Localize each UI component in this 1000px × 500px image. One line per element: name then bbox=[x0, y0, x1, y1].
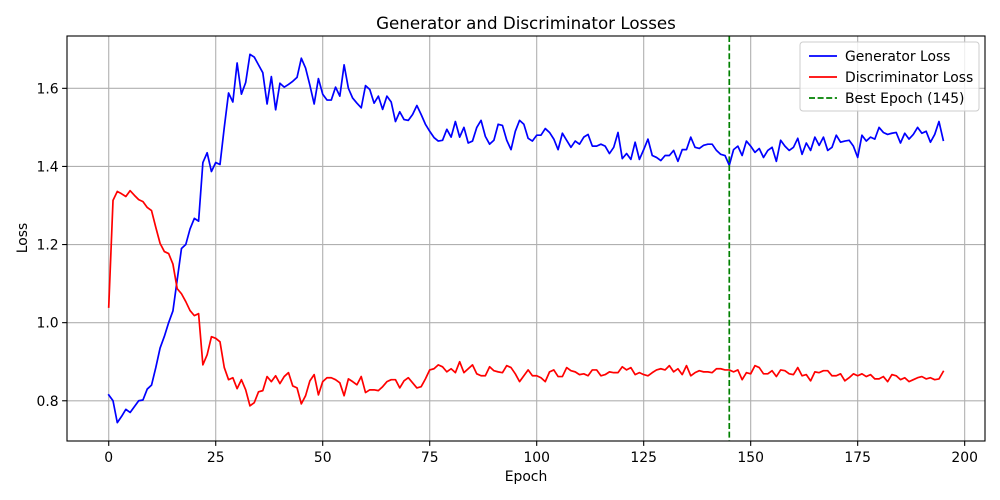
tick-layer: 0 25 50 75 100 125 150 175 200 0.8 1.0 1.2 1.4 1.6 bbox=[37, 81, 978, 466]
x-tick-label: 125 bbox=[630, 450, 657, 466]
y-tick-label: 1.6 bbox=[37, 81, 59, 97]
legend-frame bbox=[799, 41, 980, 112]
x-tick-label: 0 bbox=[104, 450, 113, 466]
legend-item-best-epoch: Best Epoch (145) bbox=[809, 91, 964, 107]
y-tick-label: 1.2 bbox=[37, 238, 59, 254]
generator-loss-line bbox=[107, 53, 945, 424]
x-tick-label: 50 bbox=[314, 450, 332, 466]
series-layer bbox=[107, 53, 945, 424]
x-tick-label: 175 bbox=[844, 450, 871, 466]
legend-label-generator-loss: Generator Loss bbox=[845, 49, 950, 65]
legend-item-discriminator-loss: Discriminator Loss bbox=[809, 70, 973, 86]
x-tick-label: 100 bbox=[523, 450, 550, 466]
x-axis-label: Epoch bbox=[505, 469, 548, 485]
y-axis-label: Loss bbox=[15, 223, 31, 253]
y-tick-label: 0.8 bbox=[37, 394, 59, 410]
chart-title: Generator and Discriminator Losses bbox=[376, 13, 676, 33]
axes-frame bbox=[66, 35, 986, 442]
legend-item-generator-loss: Generator Loss bbox=[809, 49, 950, 65]
x-tick-label: 75 bbox=[421, 450, 439, 466]
legend-label-best-epoch: Best Epoch (145) bbox=[845, 91, 964, 107]
discriminator-loss-line bbox=[107, 189, 945, 407]
y-tick-label: 1.4 bbox=[37, 159, 59, 175]
x-tick-label: 150 bbox=[737, 450, 764, 466]
x-tick-label: 25 bbox=[207, 450, 225, 466]
legend-label-discriminator-loss: Discriminator Loss bbox=[845, 70, 973, 86]
x-tick-label: 200 bbox=[951, 450, 978, 466]
legend: Generator Loss Discriminator Loss Best E… bbox=[799, 41, 980, 112]
y-tick-label: 1.0 bbox=[37, 316, 59, 332]
